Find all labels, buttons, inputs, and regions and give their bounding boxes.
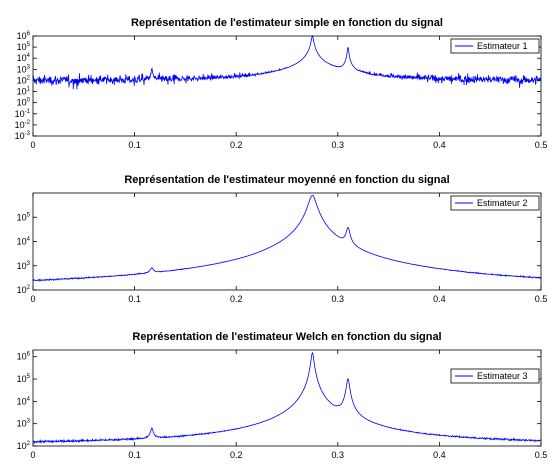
x-tick-label: 0.5 (535, 140, 548, 150)
chart-panel-1: Représentation de l'estimateur simple en… (15, 17, 548, 150)
legend-label: Estimateur 3 (477, 371, 528, 381)
x-tick-label: 0.2 (230, 140, 243, 150)
y-tick-label: 103 (17, 419, 31, 429)
y-tick-label: 10-3 (15, 131, 31, 141)
series-line-2-1 (32, 194, 542, 283)
y-tick-label: 106 (17, 31, 31, 41)
x-tick-label: 0.1 (128, 294, 141, 304)
legend-label: Estimateur 2 (477, 198, 528, 208)
y-tick-label: 106 (17, 352, 31, 362)
legend-box (450, 38, 540, 54)
legend-1: Estimateur 1 (450, 38, 540, 54)
y-tick-label: 105 (17, 374, 31, 384)
series-line-3-1 (32, 351, 542, 445)
series-line-1-1 (32, 35, 542, 90)
y-tick-label: 10-1 (15, 109, 31, 119)
x-tick-label: 0.3 (332, 450, 345, 460)
y-tick-label: 103 (17, 261, 31, 271)
chart-title-1: Représentation de l'estimateur simple en… (131, 17, 443, 29)
legend-box (450, 195, 540, 211)
axes-frame-3 (32, 349, 542, 447)
x-tick-label: 0.5 (535, 450, 548, 460)
y-tick-label: 101 (17, 87, 31, 97)
x-tick-label: 0 (30, 294, 35, 304)
y-tick-label: 102 (17, 441, 31, 451)
x-tick-label: 0.2 (230, 294, 243, 304)
y-tick-label: 102 (17, 75, 31, 85)
x-tick-label: 0.4 (433, 294, 446, 304)
x-tick-label: 0 (30, 450, 35, 460)
axes-frame-1 (32, 35, 542, 137)
x-tick-label: 0.2 (230, 450, 243, 460)
y-tick-label: 102 (17, 285, 31, 295)
x-tick-label: 0.4 (433, 140, 446, 150)
legend-2: Estimateur 2 (450, 195, 540, 211)
legend-box (450, 368, 540, 384)
x-tick-label: 0.3 (332, 140, 345, 150)
y-tick-label: 105 (17, 42, 31, 52)
y-tick-label: 104 (17, 237, 31, 247)
y-tick-label: 105 (17, 212, 31, 222)
x-tick-label: 0.4 (433, 450, 446, 460)
y-tick-label: 104 (17, 53, 31, 63)
y-tick-label: 103 (17, 64, 31, 74)
legend-label: Estimateur 1 (477, 41, 528, 51)
legend-3: Estimateur 3 (450, 368, 540, 384)
chart-panel-2: Représentation de l'estimateur moyenné e… (17, 174, 548, 304)
x-tick-label: 0 (30, 140, 35, 150)
x-tick-label: 0.5 (535, 294, 548, 304)
y-tick-label: 100 (17, 98, 31, 108)
x-tick-label: 0.3 (332, 294, 345, 304)
chart-title-3: Représentation de l'estimateur Welch en … (132, 331, 441, 343)
chart-title-2: Représentation de l'estimateur moyenné e… (124, 174, 449, 186)
chart-panel-3: Représentation de l'estimateur Welch en … (17, 331, 548, 460)
y-tick-label: 104 (17, 396, 31, 406)
x-tick-label: 0.1 (128, 140, 141, 150)
x-tick-label: 0.1 (128, 450, 141, 460)
y-tick-label: 10-2 (15, 120, 31, 130)
